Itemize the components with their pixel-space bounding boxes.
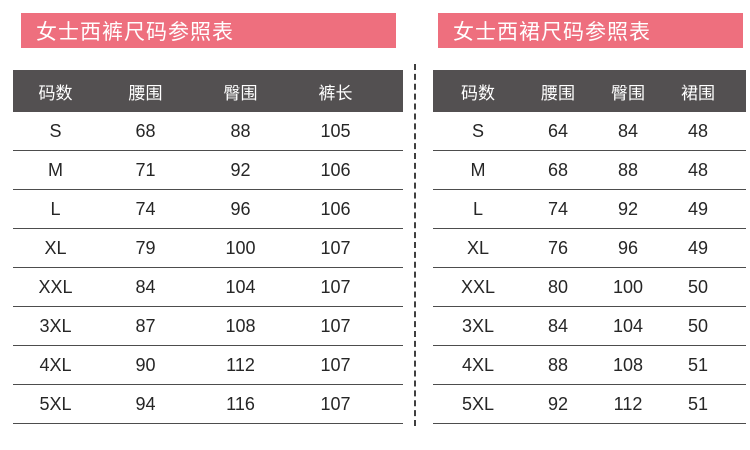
skirt-table-title: 女士西裙尺码参照表: [453, 20, 651, 44]
size-cell: XXL: [460, 276, 496, 297]
header-cell: 臀围: [611, 83, 645, 103]
value-cell: 88: [230, 120, 251, 141]
table-row: 3XL 84 104 50: [433, 307, 746, 346]
table-row: 4XL 88 108 51: [433, 346, 746, 385]
value-cell: 107: [320, 315, 351, 336]
size-cell: 3XL: [39, 315, 72, 336]
value-cell: 71: [135, 159, 156, 180]
size-cell: 5XL: [39, 393, 72, 414]
value-cell: 84: [135, 276, 156, 297]
value-cell: 106: [320, 198, 351, 219]
value-cell: 108: [612, 354, 644, 375]
value-cell: 48: [687, 159, 709, 180]
table-row: L 74 96 106: [13, 190, 403, 229]
table-row: M 68 88 48: [433, 151, 746, 190]
value-cell: 112: [226, 354, 255, 375]
value-cell: 105: [320, 120, 351, 141]
value-cell: 84: [617, 120, 639, 141]
value-cell: 68: [547, 159, 569, 180]
table-row: S 68 88 105: [13, 112, 403, 151]
size-cell: 5XL: [461, 393, 495, 414]
value-cell: 104: [612, 315, 644, 336]
size-cell: XL: [44, 237, 67, 258]
value-cell: 51: [687, 354, 709, 375]
value-cell: 90: [135, 354, 156, 375]
size-cell: 4XL: [461, 354, 495, 375]
value-cell: 49: [687, 198, 709, 219]
trousers-title-banner: 女士西裤尺码参照表: [21, 13, 396, 48]
value-cell: 51: [687, 393, 709, 414]
header-cell: 码数: [38, 83, 73, 103]
value-cell: 48: [687, 120, 709, 141]
size-cell: S: [471, 120, 484, 141]
value-cell: 68: [135, 120, 156, 141]
table-row: L 74 92 49: [433, 190, 746, 229]
table-row: 4XL 90 112 107: [13, 346, 403, 385]
table-row: XL 79 100 107: [13, 229, 403, 268]
trousers-table-title: 女士西裤尺码参照表: [36, 20, 234, 44]
value-cell: 87: [135, 315, 156, 336]
table-row: XL 76 96 49: [433, 229, 746, 268]
value-cell: 74: [547, 198, 569, 219]
value-cell: 107: [320, 393, 351, 414]
value-cell: 79: [135, 237, 156, 258]
header-cell: 码数: [461, 83, 495, 103]
size-cell: S: [49, 120, 62, 141]
size-cell: M: [470, 159, 486, 180]
size-cell: 3XL: [461, 315, 495, 336]
value-cell: 108: [225, 315, 256, 336]
header-cell: 裙围: [681, 83, 715, 103]
value-cell: 88: [617, 159, 639, 180]
size-cell: XL: [466, 237, 490, 258]
table-row: 5XL 92 112 51: [433, 385, 746, 424]
trousers-table-grid: 码数 腰围 臀围 裤长 S 68 88 105 M 71 92 106 L 74 96 106 XL 79 100 1…: [13, 70, 403, 424]
value-cell: 96: [617, 237, 639, 258]
dashed-divider-line: [414, 64, 416, 426]
value-cell: 49: [687, 237, 709, 258]
value-cell: 92: [617, 198, 639, 219]
header-row: 码数 腰围 臀围 裤长: [13, 70, 403, 112]
size-cell: L: [472, 198, 483, 219]
header-row: 码数 腰围 臀围 裙围: [433, 70, 746, 112]
value-cell: 106: [320, 159, 351, 180]
value-cell: 92: [230, 159, 251, 180]
header-cell: 腰围: [128, 83, 163, 103]
value-cell: 116: [226, 393, 255, 414]
table-row: XXL 80 100 50: [433, 268, 746, 307]
skirt-table-grid: 码数 腰围 臀围 裙围 S 64 84 48 M 68 88 48 L 74 92 49 XL 76 96 49 XXL…: [433, 70, 746, 424]
header-cell: 腰围: [541, 83, 575, 103]
value-cell: 50: [687, 276, 709, 297]
value-cell: 94: [135, 393, 156, 414]
size-cell: M: [48, 159, 63, 180]
size-cell: XXL: [38, 276, 73, 297]
value-cell: 76: [547, 237, 569, 258]
value-cell: 88: [547, 354, 569, 375]
table-row: 5XL 94 116 107: [13, 385, 403, 424]
value-cell: 80: [547, 276, 569, 297]
table-row: M 71 92 106: [13, 151, 403, 190]
table-row: XXL 84 104 107: [13, 268, 403, 307]
value-cell: 100: [612, 276, 644, 297]
table-row: S 64 84 48: [433, 112, 746, 151]
value-cell: 100: [225, 237, 256, 258]
skirt-title-banner: 女士西裙尺码参照表: [438, 13, 743, 48]
value-cell: 112: [613, 393, 643, 414]
value-cell: 64: [547, 120, 569, 141]
table-row: 3XL 87 108 107: [13, 307, 403, 346]
value-cell: 92: [547, 393, 569, 414]
value-cell: 50: [687, 315, 709, 336]
value-cell: 107: [320, 354, 351, 375]
size-cell: L: [50, 198, 61, 219]
value-cell: 74: [135, 198, 156, 219]
header-cell: 臀围: [223, 83, 258, 103]
value-cell: 84: [547, 315, 569, 336]
value-cell: 107: [320, 237, 351, 258]
value-cell: 104: [225, 276, 256, 297]
value-cell: 96: [230, 198, 251, 219]
size-cell: 4XL: [39, 354, 72, 375]
value-cell: 107: [320, 276, 351, 297]
header-cell: 裤长: [318, 83, 353, 103]
